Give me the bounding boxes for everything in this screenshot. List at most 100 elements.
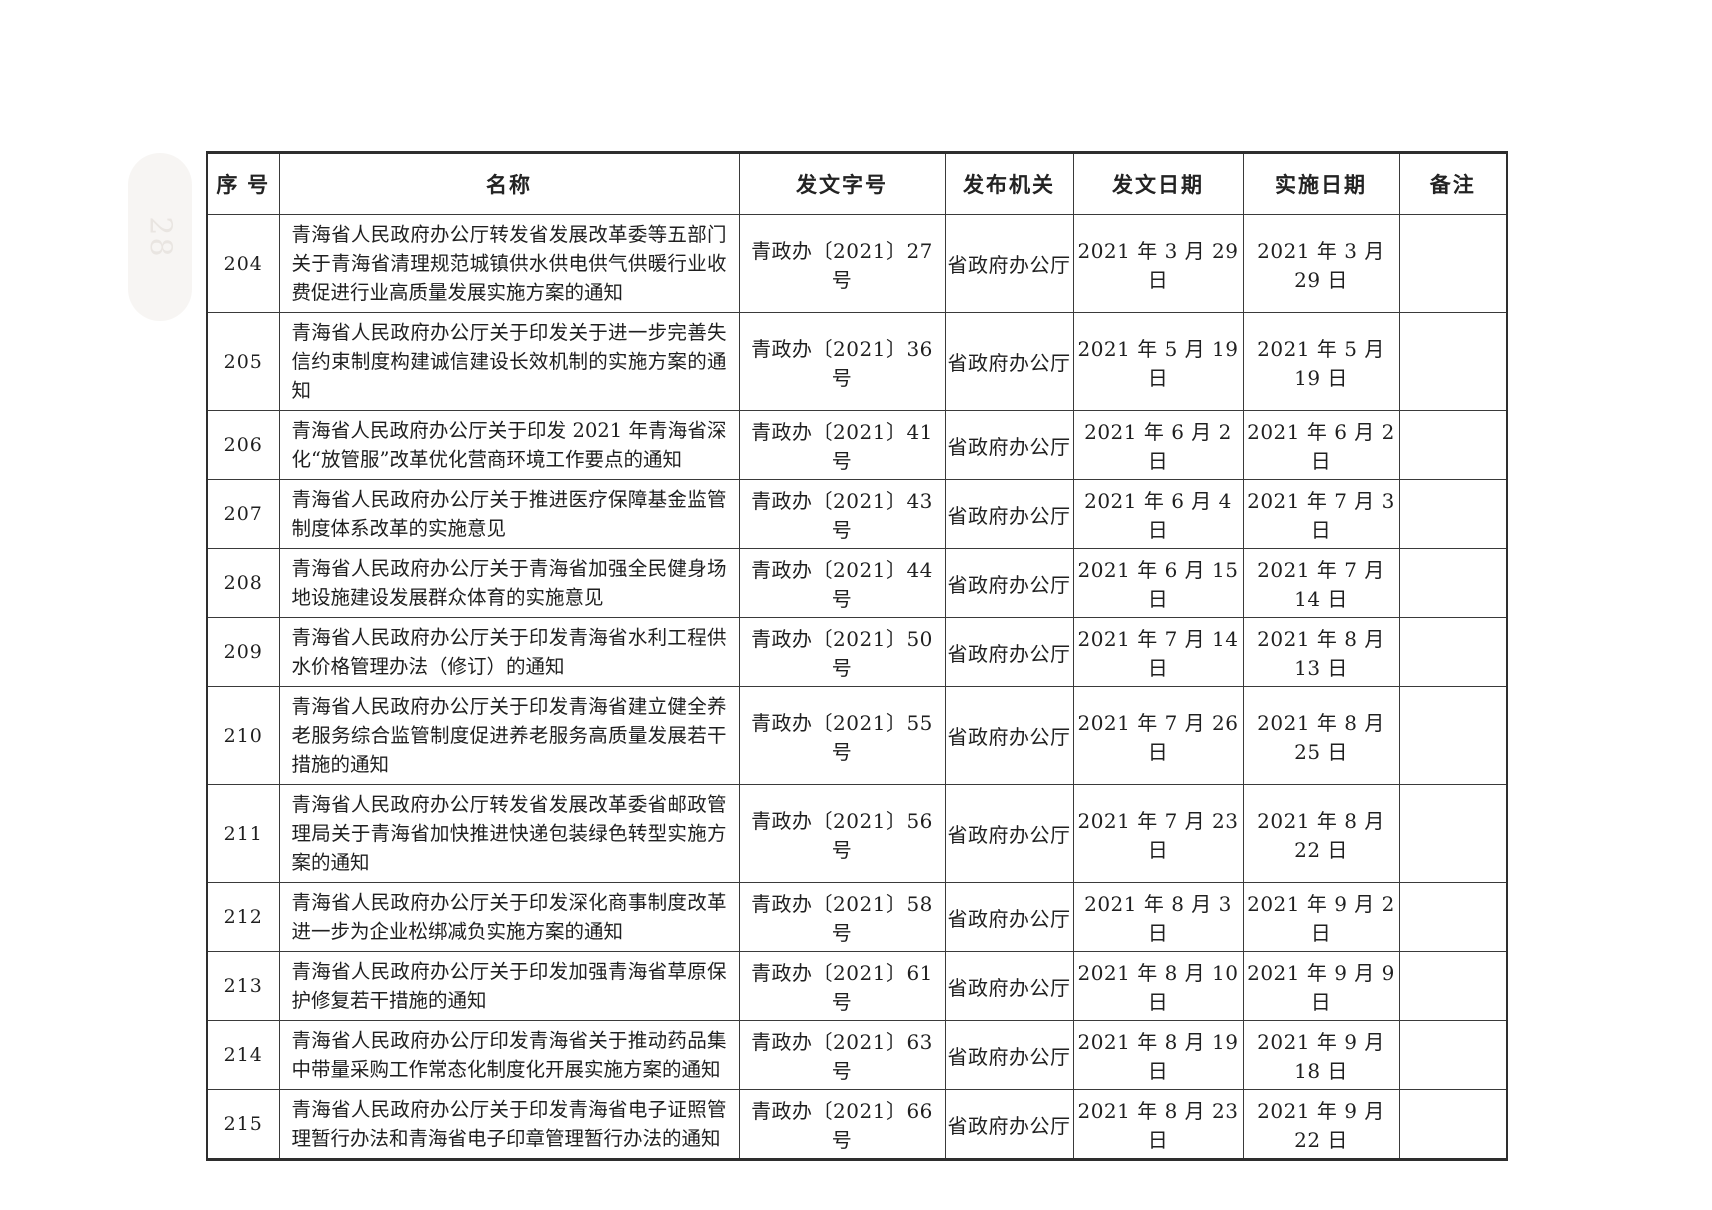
cell-name: 青海省人民政府办公厅关于印发青海省电子证照管理暂行办法和青海省电子印章管理暂行办…	[278, 1089, 740, 1160]
cell-name: 青海省人民政府办公厅关于推进医疗保障基金监管制度体系改革的实施意见	[278, 479, 740, 549]
table-row: 212 青海省人民政府办公厅关于印发深化商事制度改革进一步为企业松绑减负实施方案…	[206, 882, 1508, 952]
table-header-row: 序 号 名称 发文字号 发布机关 发文日期 实施日期 备注	[206, 152, 1508, 215]
cell-agency: 省政府办公厅	[944, 951, 1074, 1021]
cell-doc-number: 青政办〔2021〕63 号	[738, 1020, 946, 1090]
cell-serial: 212	[206, 882, 280, 952]
cell-agency: 省政府办公厅	[944, 312, 1074, 411]
cell-doc-number: 青政办〔2021〕55 号	[738, 686, 946, 785]
table-row: 213 青海省人民政府办公厅关于印发加强青海省草原保护修复若干措施的通知 青政办…	[206, 951, 1508, 1021]
cell-issue-date: 2021 年 3 月 29 日	[1072, 214, 1244, 313]
cell-issue-date: 2021 年 8 月 3 日	[1072, 882, 1244, 952]
cell-impl-date: 2021 年 9 月 22 日	[1242, 1089, 1400, 1160]
cell-name: 青海省人民政府办公厅关于印发深化商事制度改革进一步为企业松绑减负实施方案的通知	[278, 882, 740, 952]
cell-name: 青海省人民政府办公厅转发省发展改革委等五部门关于青海省清理规范城镇供水供电供气供…	[278, 214, 740, 313]
cell-issue-date: 2021 年 6 月 2 日	[1072, 410, 1244, 480]
cell-doc-number: 青政办〔2021〕41 号	[738, 410, 946, 480]
cell-serial: 214	[206, 1020, 280, 1090]
table-row: 214 青海省人民政府办公厅印发青海省关于推动药品集中带量采购工作常态化制度化开…	[206, 1020, 1508, 1090]
cell-remark	[1398, 410, 1508, 480]
cell-issue-date: 2021 年 8 月 19 日	[1072, 1020, 1244, 1090]
cell-impl-date: 2021 年 9 月 9 日	[1242, 951, 1400, 1021]
cell-name: 青海省人民政府办公厅转发省发展改革委省邮政管理局关于青海省加快推进快递包装绿色转…	[278, 784, 740, 883]
cell-doc-number: 青政办〔2021〕66 号	[738, 1089, 946, 1160]
cell-impl-date: 2021 年 8 月 13 日	[1242, 617, 1400, 687]
column-header-impl-date: 实施日期	[1242, 152, 1400, 215]
column-header-doc-number: 发文字号	[738, 152, 946, 215]
table-row: 207 青海省人民政府办公厅关于推进医疗保障基金监管制度体系改革的实施意见 青政…	[206, 479, 1508, 549]
cell-name: 青海省人民政府办公厅印发青海省关于推动药品集中带量采购工作常态化制度化开展实施方…	[278, 1020, 740, 1090]
cell-agency: 省政府办公厅	[944, 686, 1074, 785]
cell-remark	[1398, 548, 1508, 618]
cell-remark	[1398, 882, 1508, 952]
cell-remark	[1398, 784, 1508, 883]
cell-remark	[1398, 686, 1508, 785]
column-header-remark: 备注	[1398, 152, 1508, 215]
documents-table: 序 号 名称 发文字号 发布机关 发文日期 实施日期 备注 204 青海省人民政…	[206, 151, 1508, 1161]
table-row: 211 青海省人民政府办公厅转发省发展改革委省邮政管理局关于青海省加快推进快递包…	[206, 784, 1508, 883]
cell-doc-number: 青政办〔2021〕44 号	[738, 548, 946, 618]
column-header-name: 名称	[278, 152, 740, 215]
cell-serial: 204	[206, 214, 280, 313]
cell-issue-date: 2021 年 8 月 23 日	[1072, 1089, 1244, 1160]
cell-remark	[1398, 1089, 1508, 1160]
cell-remark	[1398, 617, 1508, 687]
cell-doc-number: 青政办〔2021〕61 号	[738, 951, 946, 1021]
cell-issue-date: 2021 年 7 月 14 日	[1072, 617, 1244, 687]
cell-name: 青海省人民政府办公厅关于印发青海省建立健全养老服务综合监管制度促进养老服务高质量…	[278, 686, 740, 785]
cell-issue-date: 2021 年 5 月 19 日	[1072, 312, 1244, 411]
cell-remark	[1398, 951, 1508, 1021]
column-header-issue-date: 发文日期	[1072, 152, 1244, 215]
cell-impl-date: 2021 年 5 月 19 日	[1242, 312, 1400, 411]
cell-serial: 213	[206, 951, 280, 1021]
cell-agency: 省政府办公厅	[944, 410, 1074, 480]
cell-agency: 省政府办公厅	[944, 1089, 1074, 1160]
cell-impl-date: 2021 年 7 月 14 日	[1242, 548, 1400, 618]
cell-name: 青海省人民政府办公厅关于印发关于进一步完善失信约束制度构建诚信建设长效机制的实施…	[278, 312, 740, 411]
cell-impl-date: 2021 年 8 月 22 日	[1242, 784, 1400, 883]
table-row: 208 青海省人民政府办公厅关于青海省加强全民健身场地设施建设发展群众体育的实施…	[206, 548, 1508, 618]
scan-watermark-text: 28	[142, 215, 178, 259]
cell-issue-date: 2021 年 6 月 15 日	[1072, 548, 1244, 618]
cell-impl-date: 2021 年 7 月 3 日	[1242, 479, 1400, 549]
cell-doc-number: 青政办〔2021〕36 号	[738, 312, 946, 411]
cell-agency: 省政府办公厅	[944, 1020, 1074, 1090]
cell-impl-date: 2021 年 9 月 2 日	[1242, 882, 1400, 952]
cell-remark	[1398, 1020, 1508, 1090]
cell-remark	[1398, 214, 1508, 313]
cell-impl-date: 2021 年 8 月 25 日	[1242, 686, 1400, 785]
cell-serial: 215	[206, 1089, 280, 1160]
column-header-agency: 发布机关	[944, 152, 1074, 215]
cell-serial: 206	[206, 410, 280, 480]
column-header-serial: 序 号	[206, 152, 280, 215]
scan-watermark: 28	[128, 153, 192, 321]
cell-serial: 210	[206, 686, 280, 785]
cell-agency: 省政府办公厅	[944, 882, 1074, 952]
cell-impl-date: 2021 年 3 月 29 日	[1242, 214, 1400, 313]
cell-agency: 省政府办公厅	[944, 479, 1074, 549]
cell-issue-date: 2021 年 6 月 4 日	[1072, 479, 1244, 549]
cell-doc-number: 青政办〔2021〕43 号	[738, 479, 946, 549]
table-row: 210 青海省人民政府办公厅关于印发青海省建立健全养老服务综合监管制度促进养老服…	[206, 686, 1508, 785]
cell-issue-date: 2021 年 7 月 23 日	[1072, 784, 1244, 883]
cell-agency: 省政府办公厅	[944, 617, 1074, 687]
cell-name: 青海省人民政府办公厅关于印发 2021 年青海省深化“放管服”改革优化营商环境工…	[278, 410, 740, 480]
cell-doc-number: 青政办〔2021〕50 号	[738, 617, 946, 687]
cell-doc-number: 青政办〔2021〕56 号	[738, 784, 946, 883]
cell-doc-number: 青政办〔2021〕58 号	[738, 882, 946, 952]
cell-agency: 省政府办公厅	[944, 214, 1074, 313]
cell-name: 青海省人民政府办公厅关于印发加强青海省草原保护修复若干措施的通知	[278, 951, 740, 1021]
table-row: 206 青海省人民政府办公厅关于印发 2021 年青海省深化“放管服”改革优化营…	[206, 410, 1508, 480]
cell-remark	[1398, 479, 1508, 549]
cell-name: 青海省人民政府办公厅关于印发青海省水利工程供水价格管理办法（修订）的通知	[278, 617, 740, 687]
cell-issue-date: 2021 年 7 月 26 日	[1072, 686, 1244, 785]
cell-doc-number: 青政办〔2021〕27 号	[738, 214, 946, 313]
table-row: 209 青海省人民政府办公厅关于印发青海省水利工程供水价格管理办法（修订）的通知…	[206, 617, 1508, 687]
cell-agency: 省政府办公厅	[944, 548, 1074, 618]
cell-serial: 208	[206, 548, 280, 618]
cell-serial: 207	[206, 479, 280, 549]
table-row: 215 青海省人民政府办公厅关于印发青海省电子证照管理暂行办法和青海省电子印章管…	[206, 1089, 1508, 1160]
cell-agency: 省政府办公厅	[944, 784, 1074, 883]
cell-issue-date: 2021 年 8 月 10 日	[1072, 951, 1244, 1021]
cell-impl-date: 2021 年 9 月 18 日	[1242, 1020, 1400, 1090]
